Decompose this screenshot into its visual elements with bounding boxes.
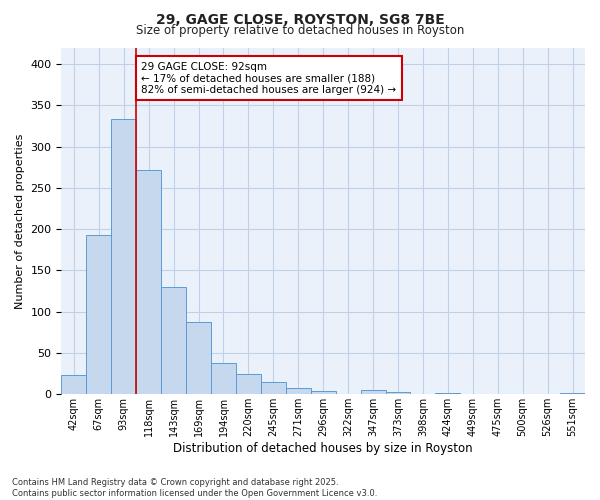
- Bar: [61, 376, 86, 394]
- Text: 29, GAGE CLOSE, ROYSTON, SG8 7BE: 29, GAGE CLOSE, ROYSTON, SG8 7BE: [155, 12, 445, 26]
- Bar: [261, 382, 286, 394]
- Text: Contains HM Land Registry data © Crown copyright and database right 2025.
Contai: Contains HM Land Registry data © Crown c…: [12, 478, 377, 498]
- Bar: [361, 390, 386, 394]
- Bar: [86, 235, 111, 394]
- Text: Size of property relative to detached houses in Royston: Size of property relative to detached ho…: [136, 24, 464, 37]
- Bar: [560, 392, 585, 394]
- Bar: [111, 120, 136, 394]
- Bar: [386, 392, 410, 394]
- Bar: [211, 363, 236, 394]
- Bar: [286, 388, 311, 394]
- Bar: [161, 287, 186, 395]
- Bar: [436, 392, 460, 394]
- Bar: [311, 391, 335, 394]
- Bar: [236, 374, 261, 394]
- Text: 29 GAGE CLOSE: 92sqm
← 17% of detached houses are smaller (188)
82% of semi-deta: 29 GAGE CLOSE: 92sqm ← 17% of detached h…: [141, 62, 397, 94]
- Bar: [186, 322, 211, 394]
- Y-axis label: Number of detached properties: Number of detached properties: [15, 133, 25, 308]
- Bar: [136, 170, 161, 394]
- X-axis label: Distribution of detached houses by size in Royston: Distribution of detached houses by size …: [173, 442, 473, 455]
